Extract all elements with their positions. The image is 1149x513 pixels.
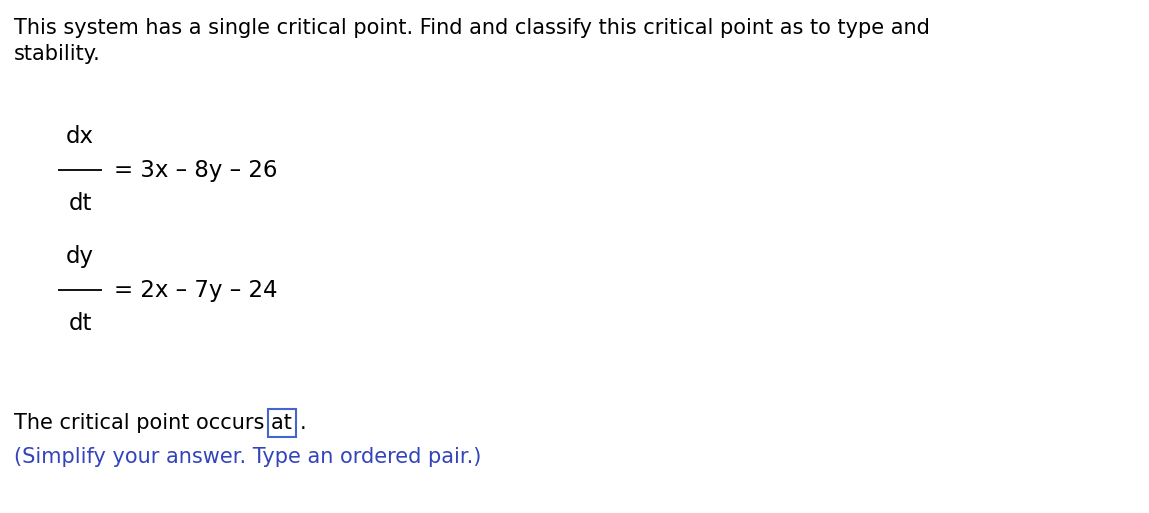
Text: stability.: stability. bbox=[14, 44, 101, 64]
Text: = 3x – 8y – 26: = 3x – 8y – 26 bbox=[114, 159, 278, 182]
Bar bbox=[268, 409, 296, 437]
Text: This system has a single critical point. Find and classify this critical point a: This system has a single critical point.… bbox=[14, 18, 930, 38]
Text: dt: dt bbox=[68, 192, 92, 215]
Text: dx: dx bbox=[65, 125, 94, 148]
Text: (Simplify your answer. Type an ordered pair.): (Simplify your answer. Type an ordered p… bbox=[14, 447, 481, 467]
Text: dy: dy bbox=[65, 245, 94, 268]
Text: dt: dt bbox=[68, 312, 92, 335]
Text: .: . bbox=[300, 413, 307, 433]
Text: = 2x – 7y – 24: = 2x – 7y – 24 bbox=[114, 279, 278, 302]
Text: The critical point occurs at: The critical point occurs at bbox=[14, 413, 292, 433]
